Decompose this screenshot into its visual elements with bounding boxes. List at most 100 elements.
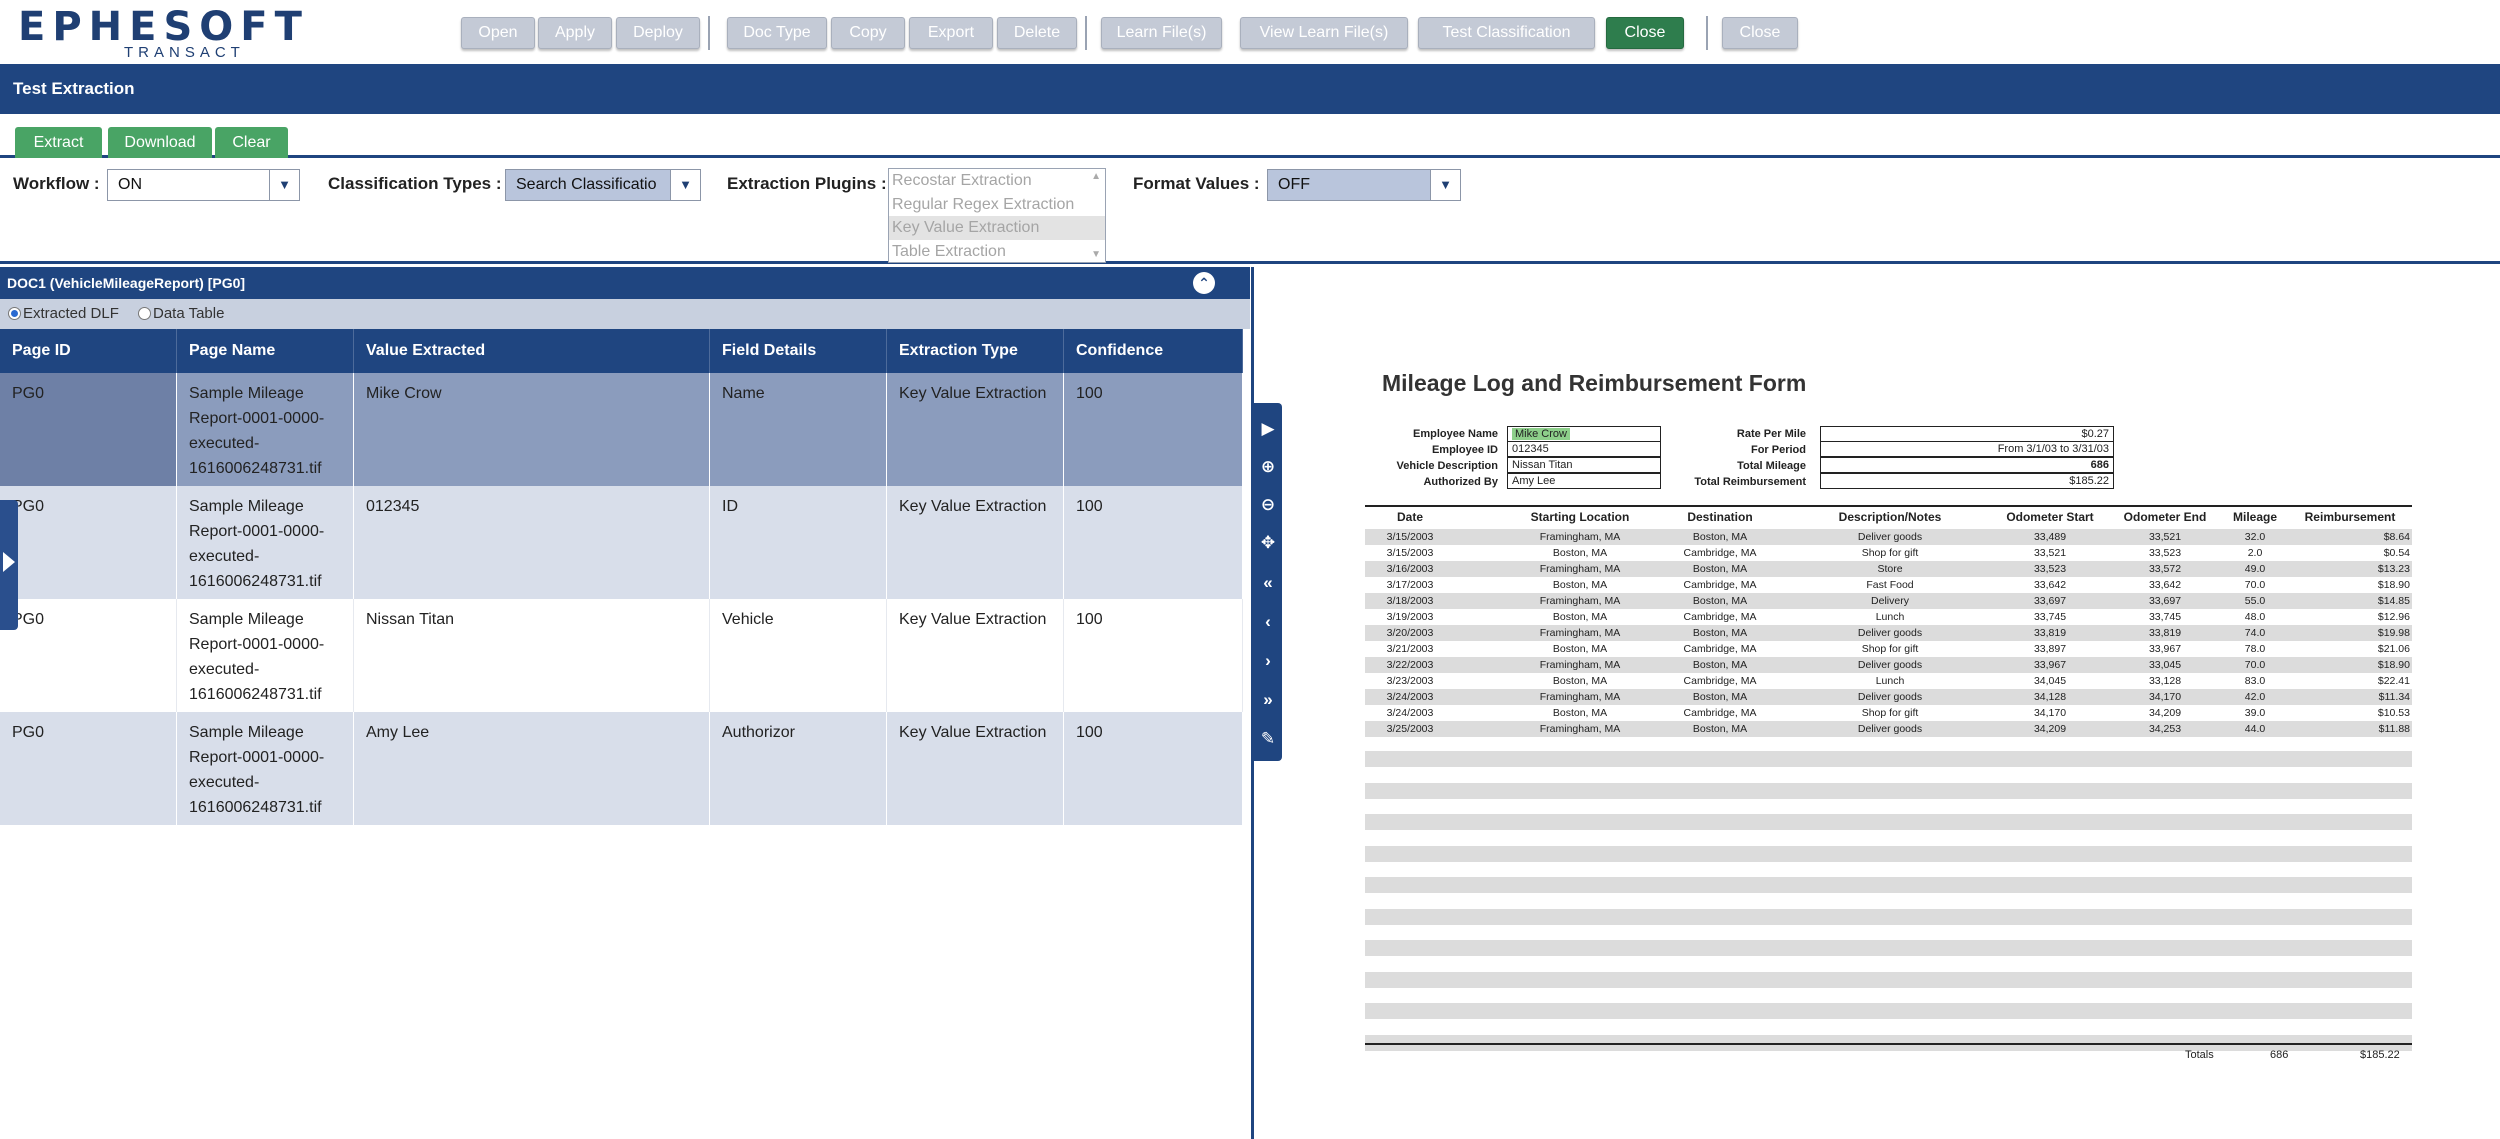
zoom-in-icon[interactable]: ⊕ xyxy=(1260,457,1276,476)
extraction-plugins-list[interactable]: ▲ Recostar Extraction Regular Regex Extr… xyxy=(888,168,1106,263)
log-cell: 34,045 xyxy=(2033,675,2067,687)
viewer-toolbar: ▶ ⊕ ⊖ ✥ « ‹ › » ✎ xyxy=(1254,403,1282,761)
value-cell: Nissan Titan xyxy=(354,599,710,712)
test-classification-button[interactable]: Test Classification xyxy=(1418,17,1595,49)
column-header[interactable]: Confidence xyxy=(1064,329,1243,373)
table-row[interactable]: PG0 Sample Mileage Report-0001-0000-exec… xyxy=(0,712,1243,825)
log-cell: 33,819 xyxy=(2033,627,2067,639)
play-icon[interactable]: ▶ xyxy=(1261,419,1275,438)
clear-button[interactable]: Clear xyxy=(215,127,288,158)
scroll-up-icon[interactable]: ▲ xyxy=(1091,171,1101,182)
plugin-option[interactable]: Key Value Extraction xyxy=(889,216,1105,240)
log-cell: 34,253 xyxy=(2148,723,2182,735)
confidence-cell: 100 xyxy=(1064,373,1243,486)
log-cell: Cambridge, MA xyxy=(1683,547,1757,559)
empty-log-row xyxy=(1365,1003,2412,1019)
log-cell: Cambridge, MA xyxy=(1683,611,1757,623)
form-label: Authorized By xyxy=(1423,476,1498,488)
first-page-icon[interactable]: « xyxy=(1263,573,1273,592)
log-cell: $10.53 xyxy=(2377,707,2410,719)
log-cell: Boston, MA xyxy=(1552,579,1608,591)
log-cell: 34,170 xyxy=(2148,691,2182,703)
form-value: From 3/1/03 to 3/31/03 xyxy=(1820,441,2114,457)
empty-log-row xyxy=(1365,971,2412,988)
column-header[interactable]: Page ID xyxy=(0,329,177,373)
table-row[interactable]: PG0 Sample Mileage Report-0001-0000-exec… xyxy=(0,599,1243,712)
log-cell: Framingham, MA xyxy=(1539,723,1621,735)
log-cell: 70.0 xyxy=(2244,659,2266,671)
log-cell: 33,045 xyxy=(2148,659,2182,671)
log-cell: Deliver goods xyxy=(1857,691,1923,703)
log-cell: Boston, MA xyxy=(1692,627,1748,639)
extracted-dlf-radio[interactable] xyxy=(8,307,21,320)
close-green-button[interactable]: Close xyxy=(1606,17,1684,49)
log-cell: Boston, MA xyxy=(1552,707,1608,719)
column-header[interactable]: Field Details xyxy=(710,329,887,373)
table-row[interactable]: PG0 Sample Mileage Report-0001-0000-exec… xyxy=(0,486,1243,599)
log-cell: 33,819 xyxy=(2148,627,2182,639)
collapse-icon[interactable]: ⌃ xyxy=(1193,272,1215,294)
column-header[interactable]: Extraction Type xyxy=(887,329,1064,373)
doc-type-button[interactable]: Doc Type xyxy=(727,17,827,49)
scroll-down-icon[interactable]: ▼ xyxy=(1091,249,1101,260)
log-column-header: Odometer Start xyxy=(2006,510,2094,524)
document-title: DOC1 (VehicleMileageReport) [PG0] xyxy=(7,275,246,291)
data-table-radio[interactable] xyxy=(138,307,151,320)
action-bar: Extract Download Clear xyxy=(0,114,2500,158)
form-value-highlighted: Mike Crow xyxy=(1507,426,1661,442)
log-cell: $22.41 xyxy=(2377,675,2410,687)
plugin-option[interactable]: Recostar Extraction xyxy=(892,172,1032,189)
next-page-icon[interactable]: › xyxy=(1265,651,1271,670)
pan-icon[interactable]: ✥ xyxy=(1260,533,1276,552)
log-row: 3/25/2003 Framingham, MA Boston, MA Deliver… xyxy=(1365,721,2412,737)
zoom-out-icon[interactable]: ⊖ xyxy=(1260,495,1276,514)
log-cell: 34,170 xyxy=(2033,707,2067,719)
apply-button[interactable]: Apply xyxy=(538,17,612,49)
close-button[interactable]: Close xyxy=(1722,17,1798,49)
workflow-label: Workflow : xyxy=(13,174,100,193)
delete-button[interactable]: Delete xyxy=(997,17,1077,49)
plugin-option[interactable]: Table Extraction xyxy=(892,242,1006,260)
page-name-cell: Sample Mileage Report-0001-0000-executed… xyxy=(177,486,354,599)
log-column-header: Odometer End xyxy=(2123,510,2207,524)
last-page-icon[interactable]: » xyxy=(1263,690,1273,709)
format-values-select[interactable]: OFF ▼ xyxy=(1267,169,1461,201)
expand-side-tab[interactable] xyxy=(0,500,18,630)
form-label: For Period xyxy=(1750,444,1806,456)
view-learn-files-button[interactable]: View Learn File(s) xyxy=(1240,17,1408,49)
export-button[interactable]: Export xyxy=(909,17,993,49)
column-header[interactable]: Page Name xyxy=(177,329,354,373)
log-column-header: Starting Location xyxy=(1530,510,1630,524)
plugin-option[interactable]: Regular Regex Extraction xyxy=(892,195,1075,213)
classification-types-select[interactable]: Search Classificatio ▼ xyxy=(505,169,701,201)
settings-wrench-icon[interactable]: ✎ xyxy=(1260,729,1276,748)
table-row[interactable]: PG0 Sample Mileage Report-0001-0000-exec… xyxy=(0,373,1243,486)
empty-log-row xyxy=(1365,751,2412,767)
value-cell: Amy Lee xyxy=(354,712,710,825)
learn-files-button[interactable]: Learn File(s) xyxy=(1101,17,1222,49)
log-cell: Framingham, MA xyxy=(1539,691,1621,703)
page-id-cell: PG0 xyxy=(0,373,177,486)
view-mode-bar: Extracted DLF Data Table xyxy=(0,299,1250,329)
log-row: 3/15/2003 Framingham, MA Boston, MA Deliver… xyxy=(1365,529,2412,545)
copy-button[interactable]: Copy xyxy=(831,17,905,49)
log-cell: $11.34 xyxy=(2378,691,2410,703)
deploy-button[interactable]: Deploy xyxy=(616,17,700,49)
open-button[interactable]: Open xyxy=(461,17,535,49)
log-row: 3/21/2003 Boston, MA Cambridge, MA Shop for… xyxy=(1365,641,2412,657)
field-cell: Authorizor xyxy=(710,712,887,825)
log-cell: 49.0 xyxy=(2244,563,2266,575)
log-cell: 3/15/2003 xyxy=(1386,547,1434,559)
column-header[interactable]: Value Extracted xyxy=(354,329,710,373)
extract-button[interactable]: Extract xyxy=(15,127,102,158)
log-cell: Fast Food xyxy=(1866,579,1914,591)
log-cell: Boston, MA xyxy=(1552,611,1608,623)
log-cell: 33,897 xyxy=(2033,643,2067,655)
workflow-select[interactable]: ON ▼ xyxy=(107,169,300,201)
form-label: Employee Name xyxy=(1413,428,1498,440)
log-cell: Store xyxy=(1877,563,1903,575)
panel-divider[interactable] xyxy=(1251,267,1254,1139)
log-cell: $8.64 xyxy=(2383,531,2410,543)
previous-page-icon[interactable]: ‹ xyxy=(1265,612,1271,631)
download-button[interactable]: Download xyxy=(108,127,212,158)
